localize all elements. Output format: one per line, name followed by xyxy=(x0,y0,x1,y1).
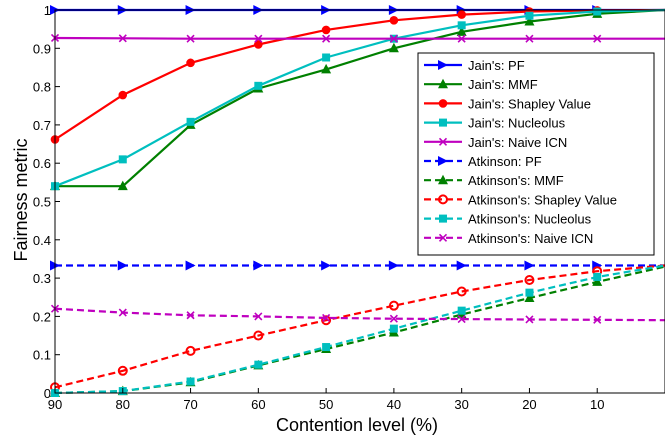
y-tick-label: 0.2 xyxy=(33,309,51,324)
y-tick-label: 1 xyxy=(44,3,51,18)
y-tick-label: 0.7 xyxy=(33,118,51,133)
y-tick-label: 0.6 xyxy=(33,156,51,171)
legend-label: Atkinson's: Nucleolus xyxy=(468,212,592,227)
y-tick-label: 0.9 xyxy=(33,41,51,56)
legend-label: Jain's: Nucleolus xyxy=(468,116,566,131)
series-line xyxy=(55,266,665,388)
legend-label: Jain's: PF xyxy=(468,58,525,73)
series-atkinson-pf xyxy=(50,260,665,270)
series-atkinson-s-mmf xyxy=(50,267,665,397)
legend-marker xyxy=(439,119,447,127)
data-point xyxy=(322,343,330,351)
legend-marker xyxy=(439,99,448,108)
data-point xyxy=(593,273,601,281)
series-line xyxy=(55,309,665,321)
data-point xyxy=(525,12,533,20)
data-point xyxy=(187,118,195,126)
series-jain-s-naive-icn xyxy=(52,34,665,42)
data-point xyxy=(458,307,466,315)
data-point xyxy=(390,16,399,25)
legend-label: Atkinson's: Shapley Value xyxy=(468,192,617,207)
legend-label: Atkinson's: MMF xyxy=(468,173,564,188)
y-tick-label: 0.4 xyxy=(33,233,51,248)
data-point xyxy=(253,260,263,270)
y-tick-label: 0.5 xyxy=(33,195,51,210)
legend-label: Jain's: MMF xyxy=(468,77,538,92)
x-tick-label: 10 xyxy=(590,397,604,412)
x-axis-title: Contention level (%) xyxy=(276,415,438,435)
y-tick-label: 0.1 xyxy=(33,348,51,363)
data-point xyxy=(322,53,330,61)
x-tick-label: 70 xyxy=(183,397,197,412)
x-tick-label: 50 xyxy=(319,397,333,412)
data-point xyxy=(390,325,398,333)
legend: Jain's: PF Jain's: MMF Jain's: Shapley Val… xyxy=(418,53,654,255)
series-line xyxy=(55,267,665,393)
x-tick-label: 40 xyxy=(387,397,401,412)
y-axis-title: Fairness metric xyxy=(11,138,31,261)
legend-label: Jain's: Naive ICN xyxy=(468,135,567,150)
data-point xyxy=(322,26,331,35)
series-line xyxy=(55,38,665,39)
data-point xyxy=(525,289,533,297)
data-point xyxy=(254,361,262,369)
data-point xyxy=(593,8,601,16)
x-tick-label: 90 xyxy=(48,397,62,412)
data-point xyxy=(457,10,466,19)
legend-marker xyxy=(439,215,447,223)
data-point xyxy=(254,82,262,90)
data-point xyxy=(118,260,128,270)
data-point xyxy=(118,91,127,100)
legend-label: Jain's: Shapley Value xyxy=(468,96,591,111)
y-tick-label: 0.8 xyxy=(33,80,51,95)
x-tick-label: 30 xyxy=(454,397,468,412)
data-point xyxy=(186,59,195,68)
x-tick-label: 80 xyxy=(116,397,130,412)
series-atkinson-s-nucleolus xyxy=(51,266,665,398)
legend-label: Atkinson: PF xyxy=(468,154,542,169)
series-atkinson-s-shapley-value xyxy=(51,266,665,392)
x-tick-label: 20 xyxy=(522,397,536,412)
data-point xyxy=(186,260,196,270)
data-point xyxy=(119,155,127,163)
data-point xyxy=(457,260,467,270)
x-tick-label: 60 xyxy=(251,397,265,412)
data-point xyxy=(187,378,195,386)
y-tick-label: 0.3 xyxy=(33,271,51,286)
data-point xyxy=(389,260,399,270)
data-point xyxy=(321,260,331,270)
data-point xyxy=(458,21,466,29)
series-line xyxy=(55,266,665,394)
legend-label: Atkinson's: Naive ICN xyxy=(468,231,593,246)
data-point xyxy=(524,260,534,270)
